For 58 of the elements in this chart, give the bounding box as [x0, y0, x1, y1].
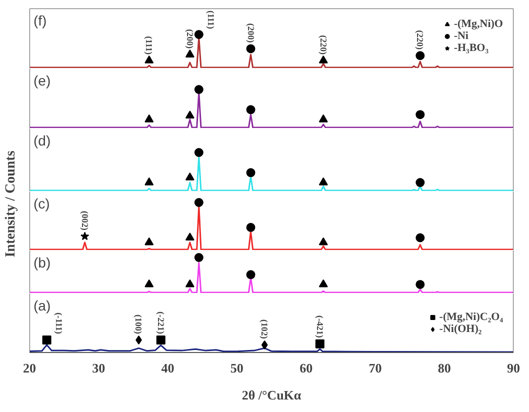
x-tick-label: 20 — [23, 360, 36, 376]
x-tick-label: 90 — [507, 360, 520, 376]
annotation: (200) — [184, 29, 195, 49]
point — [144, 114, 154, 122]
point — [194, 198, 204, 207]
annotation: (-111) — [54, 312, 64, 334]
x-tick-label: 40 — [161, 360, 174, 376]
point — [185, 50, 194, 58]
x-axis-title: 2θ /°CuKα — [242, 388, 302, 402]
point — [246, 168, 256, 178]
annotation: (102) — [260, 319, 270, 339]
text: -H₃BO₃ — [454, 42, 489, 54]
point — [144, 177, 154, 186]
text: (e) — [34, 72, 51, 88]
point — [416, 110, 425, 120]
annotation: (002) — [80, 210, 90, 230]
annotation: (-221) — [156, 312, 166, 334]
annotation: (c) — [34, 196, 50, 212]
point — [194, 30, 204, 39]
point — [185, 232, 194, 241]
annotation: (-421) — [314, 315, 325, 338]
x-tick-label: 50 — [230, 360, 244, 376]
point — [318, 55, 328, 64]
annotation: (111) — [144, 36, 154, 55]
annotation: (200) — [246, 23, 256, 43]
x-tick-label: 30 — [92, 360, 106, 376]
point — [318, 177, 328, 186]
point — [144, 55, 154, 64]
point — [318, 114, 328, 122]
annotation: (100) — [134, 314, 144, 334]
legend-label: -Ni(OH)₂ — [439, 322, 482, 334]
legend-label: -Ni — [454, 30, 470, 42]
legend-label: -(Mg,Ni)O — [454, 18, 503, 30]
legend-label: -(Mg,Ni)C₂O₄ — [439, 310, 503, 322]
point — [246, 105, 256, 114]
text: (d) — [34, 132, 51, 148]
point — [194, 85, 204, 94]
point — [246, 44, 256, 54]
point — [416, 51, 425, 60]
x-tick-label: 80 — [438, 360, 451, 376]
point — [185, 110, 194, 119]
point — [416, 233, 425, 242]
point — [318, 237, 328, 246]
y-axis-title: Intensity / Counts — [3, 150, 18, 258]
point — [80, 232, 90, 240]
point — [194, 148, 204, 157]
point — [246, 222, 256, 232]
x-tick-label: 60 — [300, 360, 313, 376]
annotation: (111) — [206, 10, 216, 30]
annotation: (b) — [34, 254, 51, 270]
text: (a) — [34, 298, 51, 314]
x-tick-label: 70 — [368, 360, 382, 376]
point — [144, 237, 154, 246]
annotation: (220) — [415, 30, 426, 50]
text: (f) — [34, 12, 47, 28]
point — [185, 172, 194, 180]
annotation: (220) — [318, 35, 328, 55]
point — [416, 178, 425, 188]
